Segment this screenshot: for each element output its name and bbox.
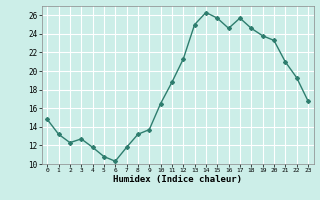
X-axis label: Humidex (Indice chaleur): Humidex (Indice chaleur) [113, 175, 242, 184]
